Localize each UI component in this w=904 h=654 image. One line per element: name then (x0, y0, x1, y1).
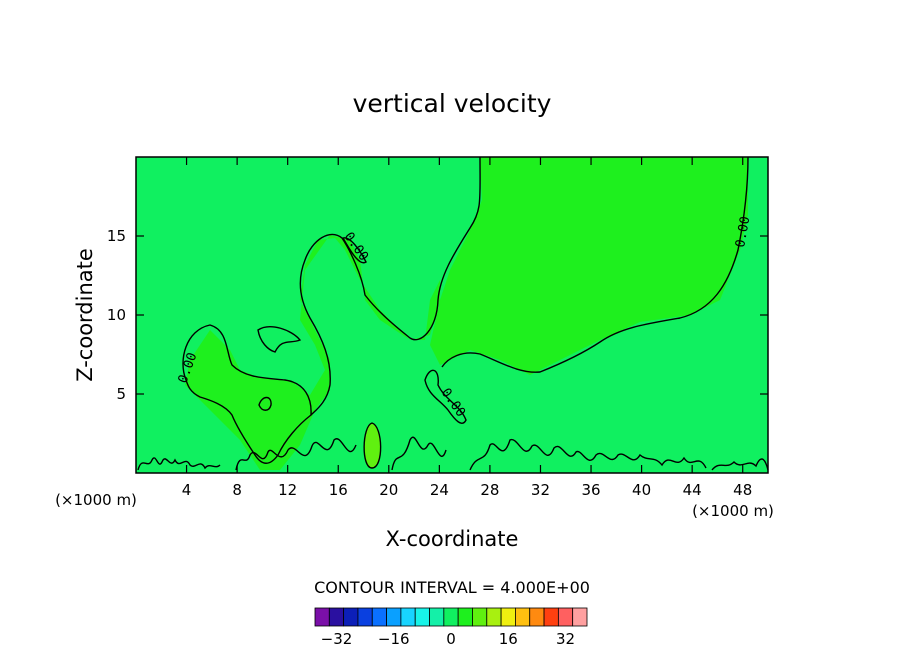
x-tick-label: 12 (278, 481, 297, 499)
colorbar-tick-label: 0 (446, 630, 456, 648)
colorbar-swatch (386, 607, 402, 627)
x-axis: 4 8 12 16 20 24 28 32 36 40 44 48 (182, 157, 752, 499)
x-tick-label: 8 (232, 481, 242, 499)
colorbar-swatch (414, 607, 430, 627)
contour-lines (137, 156, 769, 471)
chart-title: vertical velocity (353, 89, 552, 118)
x-tick-label: 20 (379, 481, 398, 499)
y-tick-label: 15 (107, 227, 126, 245)
contour-lens (363, 422, 382, 469)
colorbar-swatch (400, 607, 416, 627)
updraft-core (364, 423, 381, 468)
colorbar-swatch (457, 607, 473, 627)
colorbar-swatch (371, 607, 387, 627)
x-tick-label: 24 (430, 481, 449, 499)
colorbar-swatch (328, 607, 345, 627)
colorbar-tick-label: 16 (499, 630, 518, 648)
y-axis-title: Z-coordinate (73, 248, 97, 382)
x-unit-label: (×1000 m) (692, 502, 774, 520)
x-tick-label: 32 (531, 481, 550, 499)
colorbar-swatch (543, 607, 559, 627)
colorbar-swatch (429, 607, 445, 627)
colorbar: −32 −16 0 16 32 (314, 607, 588, 648)
x-tick-label: 48 (733, 481, 752, 499)
colorbar-tick-label: 32 (556, 630, 575, 648)
y-tick-label: 10 (107, 306, 126, 324)
contour-surface (137, 436, 769, 471)
contour-zero-main (299, 156, 481, 416)
colorbar-swatch (515, 607, 531, 627)
y-unit-label: (×1000 m) (55, 491, 137, 509)
contour-small-3 (341, 237, 367, 264)
colorbar-swatch (486, 607, 502, 627)
colorbar-swatch (472, 607, 488, 627)
x-axis-title: X-coordinate (386, 527, 519, 551)
colorbar-swatch (529, 607, 545, 627)
x-tick-label: 28 (480, 481, 499, 499)
x-tick-label: 36 (581, 481, 600, 499)
colorbar-swatch (314, 607, 330, 627)
colorbar-swatch (357, 607, 373, 627)
colorbar-swatch (557, 607, 574, 627)
x-tick-label: 4 (182, 481, 192, 499)
x-tick-label: 44 (683, 481, 702, 499)
x-tick-label: 40 (632, 481, 651, 499)
contour-small-2 (424, 369, 467, 424)
colorbar-swatch (343, 607, 359, 627)
positive-region (185, 157, 748, 470)
contour-pocket (257, 326, 302, 353)
colorbar-swatch (443, 607, 459, 627)
contour-label: 0.00 (733, 215, 753, 248)
contour-zero-east (441, 156, 749, 373)
y-axis: 5 10 15 (107, 227, 768, 403)
x-tick-label: 16 (329, 481, 348, 499)
contour-interval-text: CONTOUR INTERVAL = 4.000E+00 (314, 578, 590, 597)
colorbar-tick-label: −32 (321, 630, 353, 648)
y-tick-label: 5 (116, 385, 126, 403)
colorbar-swatch (572, 607, 588, 627)
colorbar-swatch (500, 607, 516, 627)
colorbar-tick-label: −16 (378, 630, 410, 648)
contour-zero-west (182, 324, 312, 464)
contour-small-1 (258, 396, 272, 411)
shaded-regions (185, 157, 748, 470)
